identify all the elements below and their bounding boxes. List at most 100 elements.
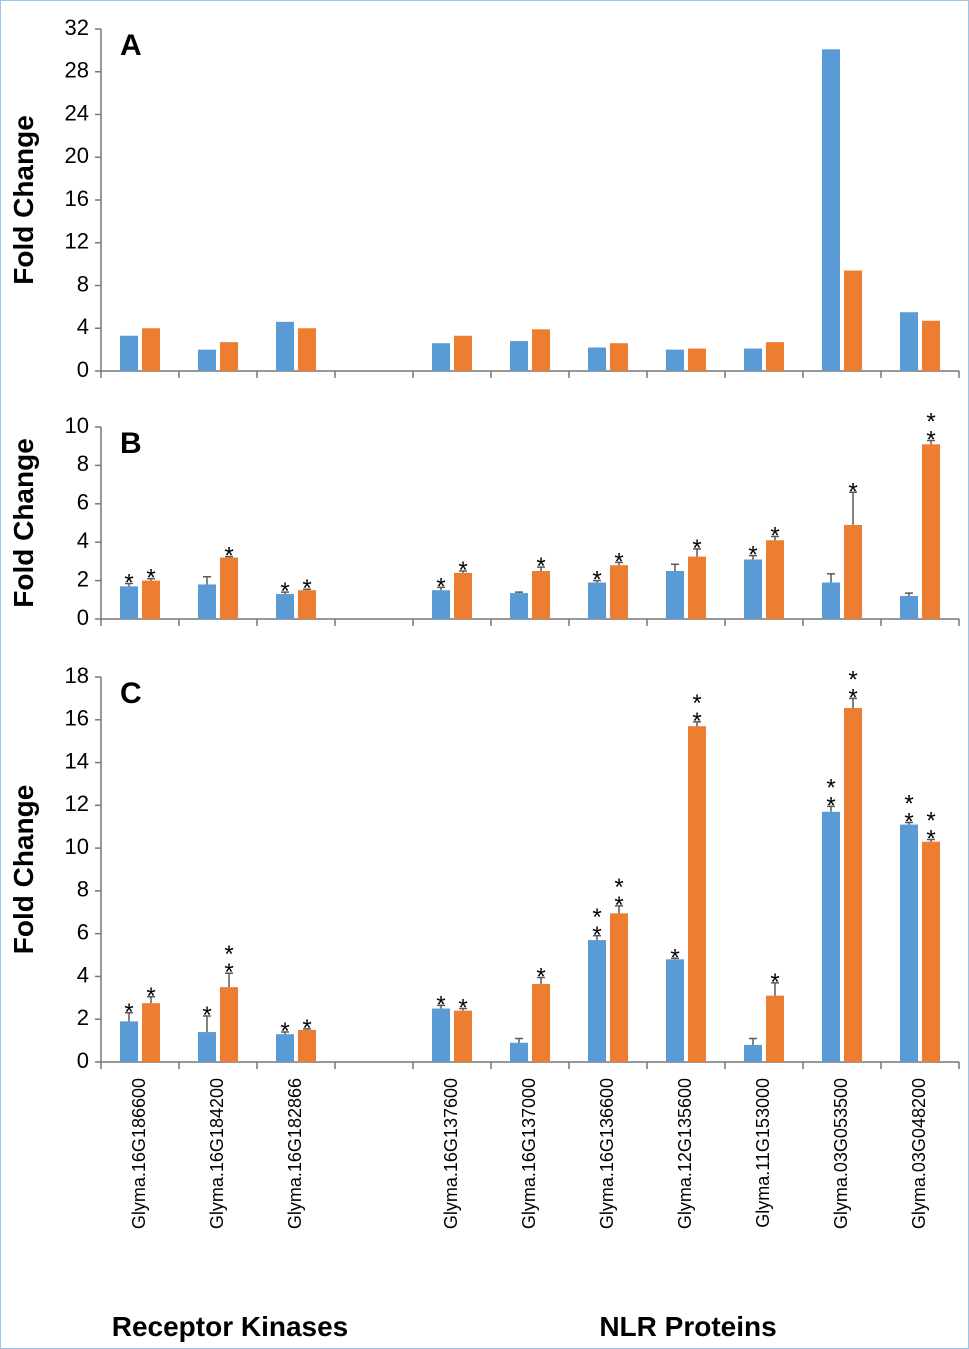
bar (276, 594, 294, 619)
group-label: NLR Proteins (599, 1311, 776, 1342)
panel-label: B (120, 427, 142, 460)
bar (822, 582, 840, 619)
error-bar (459, 570, 467, 573)
significance-mark: ** (918, 808, 945, 844)
bar (432, 343, 450, 371)
error-bar (459, 1007, 467, 1011)
error-bar (515, 1037, 523, 1043)
significance-mark: * (138, 565, 165, 583)
panel-label: A (120, 29, 142, 62)
y-tick-label: 8 (77, 877, 89, 902)
bar (510, 1042, 528, 1062)
x-tick-label: Glyma.16G137000 (519, 1078, 539, 1229)
bar (588, 347, 606, 371)
error-bar (749, 1037, 757, 1045)
error-bar (147, 996, 155, 1004)
bar (142, 1003, 160, 1062)
bar (688, 556, 706, 619)
bar (298, 328, 316, 371)
error-bar (537, 566, 545, 571)
bar (276, 1034, 294, 1062)
bar (532, 571, 550, 619)
bar (610, 913, 628, 1062)
error-bar (281, 1031, 289, 1035)
bar (432, 1008, 450, 1062)
x-tick-label: Glyma.16G186600 (129, 1078, 149, 1229)
bar (666, 349, 684, 371)
significance-mark: ** (684, 690, 711, 726)
bar (198, 349, 216, 371)
significance-mark: * (528, 964, 555, 982)
significance-mark: * (740, 542, 767, 560)
bar (822, 811, 840, 1062)
error-bar (303, 588, 311, 591)
significance-mark: ** (840, 666, 867, 702)
bar (922, 320, 940, 371)
bar (922, 444, 940, 619)
error-bar (203, 1015, 211, 1033)
bar (744, 348, 762, 371)
error-bar (927, 439, 935, 445)
bar (220, 342, 238, 371)
bar (666, 959, 684, 1062)
error-bar (671, 563, 679, 571)
y-tick-label: 20 (65, 143, 89, 168)
significance-mark: * (528, 553, 555, 571)
error-bar (303, 1028, 311, 1030)
bar (766, 540, 784, 619)
significance-mark: * (116, 569, 143, 587)
bar (844, 524, 862, 619)
bar (588, 582, 606, 619)
error-bar (281, 591, 289, 595)
error-bar (437, 1004, 445, 1009)
error-bar (849, 697, 857, 709)
bar (142, 580, 160, 619)
x-tick-label: Glyma.16G137600 (441, 1078, 461, 1229)
error-bar (225, 972, 233, 988)
significance-mark: * (116, 999, 143, 1017)
x-tick-label: Glyma.16G182866 (285, 1078, 305, 1229)
error-bar (749, 554, 757, 560)
error-bar (437, 586, 445, 591)
bar (766, 995, 784, 1062)
y-tick-label: 28 (65, 58, 89, 83)
y-tick-label: 4 (77, 962, 89, 987)
significance-mark: ** (584, 904, 611, 940)
significance-mark: ** (818, 774, 845, 810)
y-tick-label: 2 (77, 1005, 89, 1030)
error-bar (125, 1012, 133, 1022)
significance-mark: * (762, 522, 789, 540)
y-axis-label: Fold Change (8, 438, 39, 608)
significance-mark: ** (606, 874, 633, 910)
bar (532, 983, 550, 1062)
y-tick-label: 14 (65, 748, 89, 773)
significance-mark: * (138, 983, 165, 1001)
significance-mark: * (272, 578, 299, 596)
error-bar (147, 577, 155, 581)
y-tick-label: 8 (77, 451, 89, 476)
significance-mark: ** (216, 941, 243, 977)
bar (844, 270, 862, 371)
error-bar (905, 821, 913, 825)
bar (688, 348, 706, 371)
error-bar (771, 982, 779, 996)
bar (198, 584, 216, 619)
y-axis-label: Fold Change (8, 115, 39, 285)
significance-mark: * (840, 478, 867, 496)
error-bar (827, 573, 835, 583)
bar (744, 1044, 762, 1062)
error-bar (203, 576, 211, 585)
bar (844, 708, 862, 1062)
bar (822, 49, 840, 372)
bar (610, 565, 628, 619)
bar (610, 343, 628, 371)
significance-mark: * (428, 991, 455, 1009)
y-tick-label: 10 (65, 413, 89, 438)
bar (900, 312, 918, 371)
y-tick-label: 4 (77, 314, 89, 339)
significance-mark: * (584, 567, 611, 585)
error-bar (849, 491, 857, 525)
error-bar (515, 591, 523, 594)
